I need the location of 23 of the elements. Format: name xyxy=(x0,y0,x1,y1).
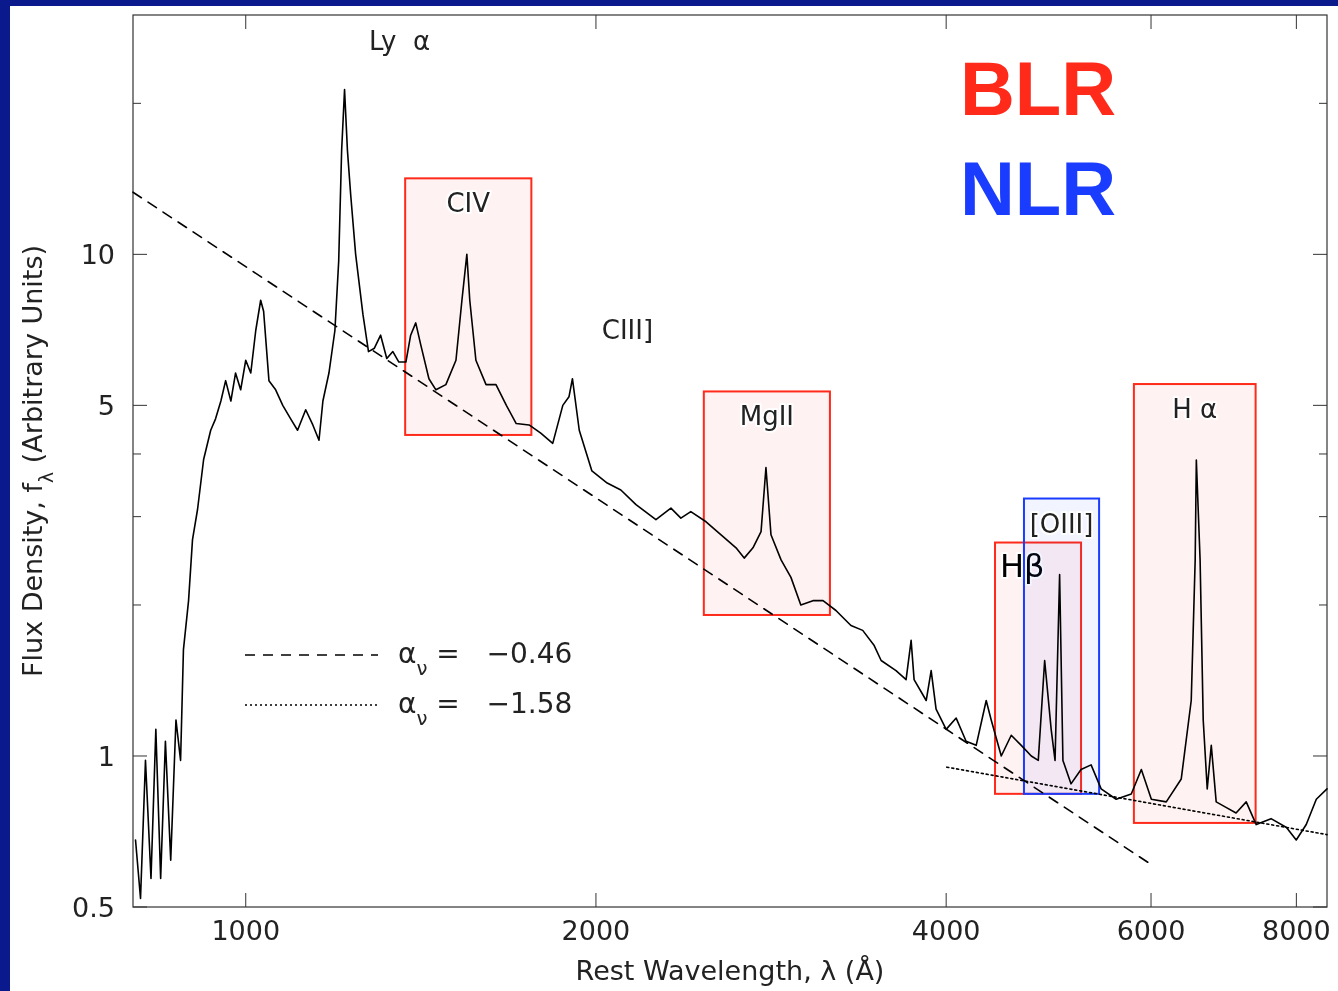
legend-label: α$_{ν}$ = −0.46 xyxy=(398,637,573,680)
annotation: BLR xyxy=(959,46,1117,131)
band-label: MgII xyxy=(739,401,795,432)
y-tick-label: 0.5 xyxy=(72,892,115,923)
y-tick-label: 5 xyxy=(97,390,115,422)
x-tick-label: 6000 xyxy=(1116,915,1186,946)
band-label: CIV xyxy=(446,188,491,219)
annotation: NLR xyxy=(959,146,1117,231)
legend-label: α$_{ν}$ = −1.58 xyxy=(398,687,573,730)
y-tick-label: 10 xyxy=(80,239,115,271)
band-label: [OIII] xyxy=(1029,508,1094,539)
x-tick-label: 2000 xyxy=(561,915,631,946)
annotation: Ly α xyxy=(368,25,431,56)
x-tick-label: 4000 xyxy=(911,915,981,946)
x-axis-title: Rest Wavelength, λ (Å) xyxy=(575,955,885,986)
y-tick-label: 1 xyxy=(97,740,115,772)
x-tick-label: 1000 xyxy=(211,915,281,946)
outline-box: H α xyxy=(1132,383,1257,824)
outline-box: CIV xyxy=(404,177,533,436)
annotation: CIII] xyxy=(601,314,654,345)
outline-box: MgII xyxy=(702,390,831,616)
x-tick-label: 8000 xyxy=(1262,915,1331,946)
band-label: H α xyxy=(1172,394,1218,425)
